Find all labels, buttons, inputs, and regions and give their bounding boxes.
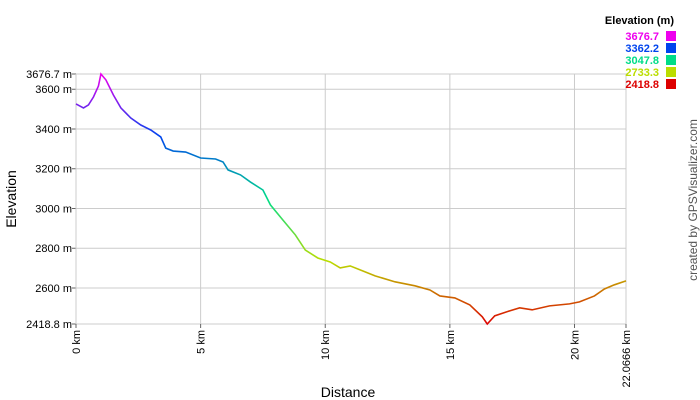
- legend-title: Elevation (m): [605, 15, 674, 27]
- legend-swatch: [666, 43, 676, 53]
- legend-label: 3362.2: [625, 43, 659, 55]
- y-tick-label: 3676.7 m: [26, 69, 72, 81]
- credit: created by GPSVisualizer.com: [686, 119, 700, 281]
- x-tick-label: 0 km: [71, 330, 83, 354]
- plot-area: [75, 73, 627, 325]
- x-tick-label: 10 km: [320, 330, 332, 360]
- y-axis-title: Elevation: [3, 170, 19, 228]
- y-tick-label: 2600 m: [35, 283, 72, 295]
- y-tick-label: 2800 m: [35, 243, 72, 255]
- legend-swatch: [666, 31, 676, 41]
- legend-label: 3047.8: [625, 55, 659, 67]
- elevation-line: [75, 72, 627, 326]
- x-tick-label: 20 km: [569, 330, 581, 360]
- x-tick-label: 5 km: [196, 330, 208, 354]
- y-tick-label: 3400 m: [35, 124, 72, 136]
- legend-label: 2418.8: [625, 79, 659, 91]
- y-tick-label: 3600 m: [35, 84, 72, 96]
- x-tick-label: 15 km: [445, 330, 457, 360]
- legend-label: 3676.7: [625, 31, 659, 43]
- y-tick-label: 2418.8 m: [26, 319, 72, 331]
- legend-label: 2733.3: [625, 67, 659, 79]
- legend-swatch: [666, 55, 676, 65]
- x-axis-title: Distance: [321, 384, 376, 400]
- y-tick-label: 3200 m: [35, 164, 72, 176]
- y-tick-label: 3000 m: [35, 203, 72, 215]
- legend-swatch: [666, 67, 676, 77]
- x-tick-label: 22.0666 km: [621, 330, 633, 387]
- legend-swatch: [666, 79, 676, 89]
